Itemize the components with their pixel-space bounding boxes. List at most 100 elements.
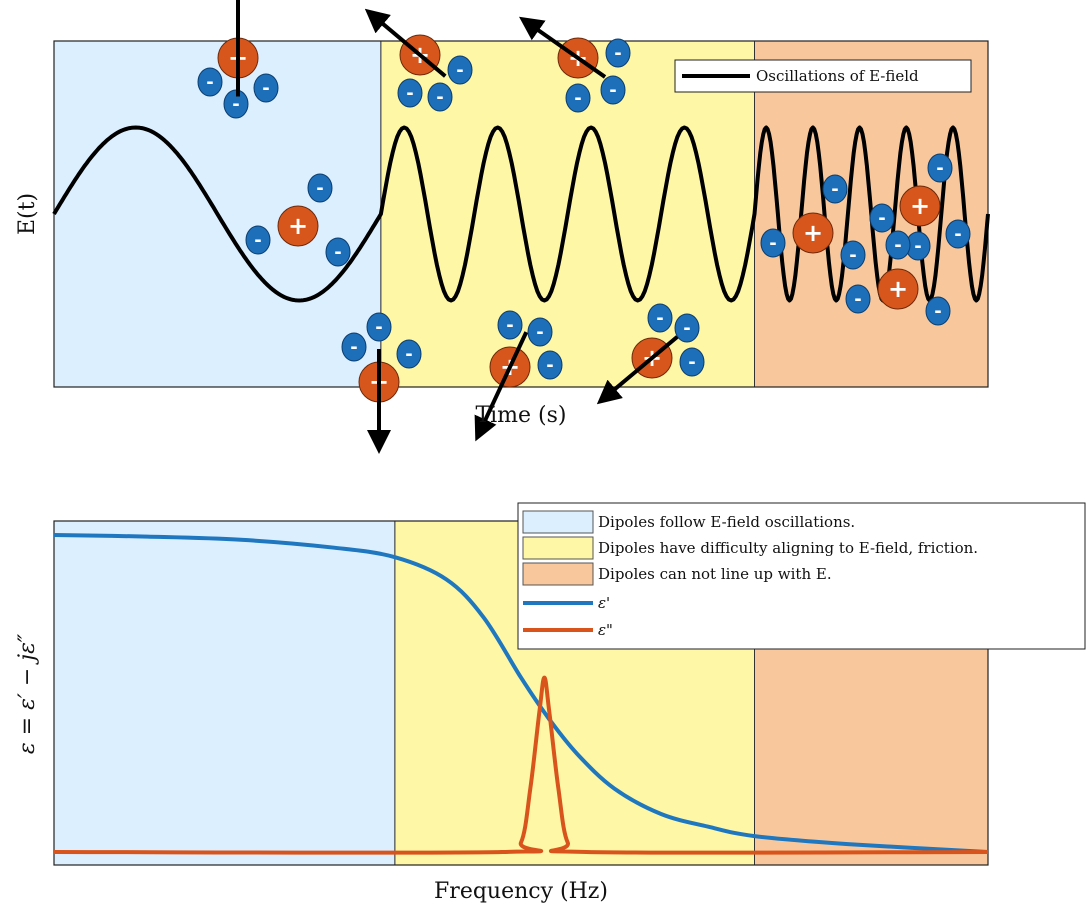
- minus-charge-icon: [822, 174, 848, 204]
- legend-label-eps-double-prime: ε": [598, 621, 613, 639]
- plus-sign: +: [803, 219, 823, 247]
- legend-label-friction: Dipoles have difficulty aligning to E-fi…: [598, 539, 978, 557]
- minus-sign: -: [375, 317, 382, 338]
- minus-charge-icon: [845, 284, 871, 314]
- minus-sign: -: [936, 158, 943, 179]
- minus-sign: -: [609, 80, 616, 101]
- minus-charge-icon: [497, 310, 523, 340]
- minus-charge-icon: [341, 332, 367, 362]
- minus-sign: -: [934, 301, 941, 322]
- minus-sign: -: [683, 318, 690, 339]
- minus-sign: -: [831, 179, 838, 200]
- bottom-x-axis-label: Frequency (Hz): [434, 879, 608, 904]
- bottom-region-1: [53, 520, 396, 866]
- minus-charge-icon: [925, 296, 951, 326]
- dipole-group: ---+---+---+---+---+---+---+---+----+---…: [197, 0, 971, 454]
- minus-sign: -: [878, 208, 885, 229]
- minus-sign: -: [406, 83, 413, 104]
- top-y-axis-label: E(t): [15, 193, 40, 235]
- dipole-5: ---+: [341, 312, 422, 454]
- dipole-10: ---+: [845, 230, 951, 326]
- minus-sign: -: [854, 289, 861, 310]
- dipole-3: ---+: [519, 16, 631, 113]
- plus-charge-icon: [277, 205, 319, 247]
- minus-sign: -: [316, 178, 323, 199]
- minus-sign: -: [405, 344, 412, 365]
- top-chart: ---+---+---+---+---+---+---+---+----+---…: [15, 0, 990, 454]
- field-arrow-icon: [474, 331, 529, 442]
- dipole-1: ---+: [197, 0, 279, 119]
- bottom-chart: Dipoles follow E-field oscillations. Dip…: [15, 502, 1086, 904]
- minus-sign: -: [614, 43, 621, 64]
- minus-charge-icon: [366, 312, 392, 342]
- dipole-4: ---+: [245, 173, 351, 267]
- legend-swatch-cannot: [522, 562, 594, 586]
- minus-sign: -: [456, 60, 463, 81]
- minus-charge-icon: [427, 82, 453, 112]
- minus-charge-icon: [565, 83, 591, 113]
- plus-sign: +: [888, 275, 908, 303]
- legend-label-cannot: Dipoles can not line up with E.: [598, 565, 832, 583]
- minus-sign: -: [954, 224, 961, 245]
- dipole-8: ---+: [760, 174, 866, 270]
- field-arrow-icon: [364, 8, 447, 78]
- minus-charge-icon: [927, 153, 953, 183]
- eps-double-prime-line: [53, 675, 989, 855]
- dipole-2: ---+: [364, 8, 473, 112]
- minus-charge-icon: [674, 313, 700, 343]
- minus-charge-icon: [869, 203, 895, 233]
- minus-sign: -: [334, 242, 341, 263]
- minus-charge-icon: [945, 219, 971, 249]
- minus-sign: -: [436, 87, 443, 108]
- dipole-6: ---+: [474, 310, 563, 442]
- minus-sign: -: [849, 245, 856, 266]
- dipole-9: ----+: [869, 153, 971, 261]
- legend-swatch-friction: [522, 536, 594, 560]
- minus-charge-icon: [396, 339, 422, 369]
- bottom-legend: Dipoles follow E-field oscillations. Dip…: [517, 502, 1086, 650]
- minus-sign: -: [254, 230, 261, 251]
- minus-charge-icon: [245, 225, 271, 255]
- minus-charge-icon: [197, 67, 223, 97]
- top-legend-box: [674, 59, 972, 93]
- plus-charge-icon: [877, 268, 919, 310]
- legend-label-follow: Dipoles follow E-field oscillations.: [598, 513, 855, 531]
- minus-sign: -: [506, 315, 513, 336]
- minus-charge-icon: [840, 240, 866, 270]
- minus-sign: -: [350, 337, 357, 358]
- minus-charge-icon: [885, 230, 911, 260]
- minus-sign: -: [232, 94, 239, 115]
- minus-sign: -: [769, 233, 776, 254]
- minus-sign: -: [656, 308, 663, 329]
- minus-charge-icon: [605, 38, 631, 68]
- minus-charge-icon: [447, 55, 473, 85]
- minus-charge-icon: [600, 75, 626, 105]
- minus-sign: -: [262, 78, 269, 99]
- dipole-7: ---+: [596, 303, 705, 405]
- legend-swatch-follow: [522, 510, 594, 534]
- minus-sign: -: [536, 322, 543, 343]
- top-legend: Oscillations of E-field: [674, 59, 972, 93]
- minus-charge-icon: [527, 317, 553, 347]
- plus-charge-icon: [899, 185, 941, 227]
- minus-sign: -: [574, 88, 581, 109]
- field-arrow-icon: [596, 335, 679, 405]
- top-legend-label: Oscillations of E-field: [756, 67, 919, 85]
- plus-sign: +: [910, 192, 930, 220]
- bottom-y-axis-label: ε = ε′ − jε″: [15, 633, 40, 754]
- minus-charge-icon: [325, 237, 351, 267]
- minus-sign: -: [914, 236, 921, 257]
- minus-charge-icon: [537, 350, 563, 380]
- minus-charge-icon: [647, 303, 673, 333]
- eps-prime-line: [53, 533, 989, 854]
- plus-sign: +: [288, 212, 308, 240]
- plus-charge-icon: [792, 212, 834, 254]
- minus-charge-icon: [397, 78, 423, 108]
- field-arrow-icon: [519, 16, 607, 79]
- minus-charge-icon: [679, 347, 705, 377]
- minus-sign: -: [688, 352, 695, 373]
- minus-charge-icon: [307, 173, 333, 203]
- top-x-axis-label: Time (s): [475, 403, 566, 428]
- minus-charge-icon: [760, 228, 786, 258]
